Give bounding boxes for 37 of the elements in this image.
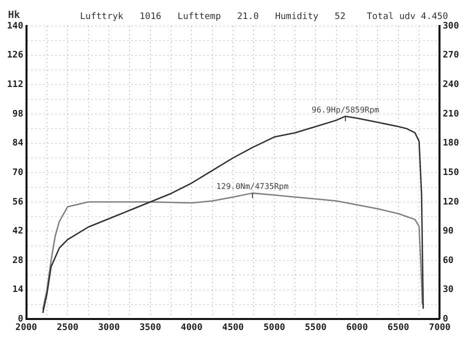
x-tick-label: 3000 [98,322,120,333]
x-tick-label: 7000 [428,322,451,333]
y2-tick-label: 60 [442,256,454,266]
text: Total udv 4.450 [366,12,448,22]
y2-tick-label: 90 [442,226,454,237]
annotation: 129.0Nm/4735Rpm [216,182,289,192]
annotation: 96.9Hp/5859Rpm [312,105,380,114]
y2-tick-label: 120 [442,197,460,208]
x-tick-label: 6500 [388,322,410,333]
y2-tick-label: 30 [442,285,454,296]
x-tick-label: 5000 [264,322,286,333]
x-tick-label: 6000 [346,322,368,333]
y-tick-label: 42 [12,226,24,237]
y2-tick-label: 180 [442,138,460,149]
x-tick-label: 4500 [222,322,244,333]
y2-tick-label: 240 [442,80,460,90]
x-tick-label: 5500 [304,322,327,333]
y2-tick-label: 270 [442,50,460,61]
x-tick-label: 4000 [180,322,202,333]
y2-tick-label: 0 [442,314,448,325]
y-tick-label: 56 [12,197,24,208]
x-tick-label: 2000 [15,322,38,333]
y-axis-title: Hk [8,10,20,21]
y2-tick-label: 300 [442,21,460,32]
x-tick-label: 2500 [56,322,78,333]
y-tick-label: 112 [6,80,24,90]
y-tick-label: 14 [12,285,24,296]
x-tick-label: 3500 [139,322,162,333]
y-tick-label: 70 [12,168,24,178]
text: Lufttryk 1016 Lufttemp 21.0 Humidity 52 [80,12,346,22]
y2-tick-label: 150 [442,168,460,178]
y2-tick-label: 210 [442,109,460,120]
y-tick-label: 28 [12,256,24,266]
y-tick-label: 126 [6,50,24,61]
y-tick-label: 84 [12,138,24,149]
y-tick-label: 98 [12,109,24,120]
y-tick-label: 140 [6,21,24,32]
